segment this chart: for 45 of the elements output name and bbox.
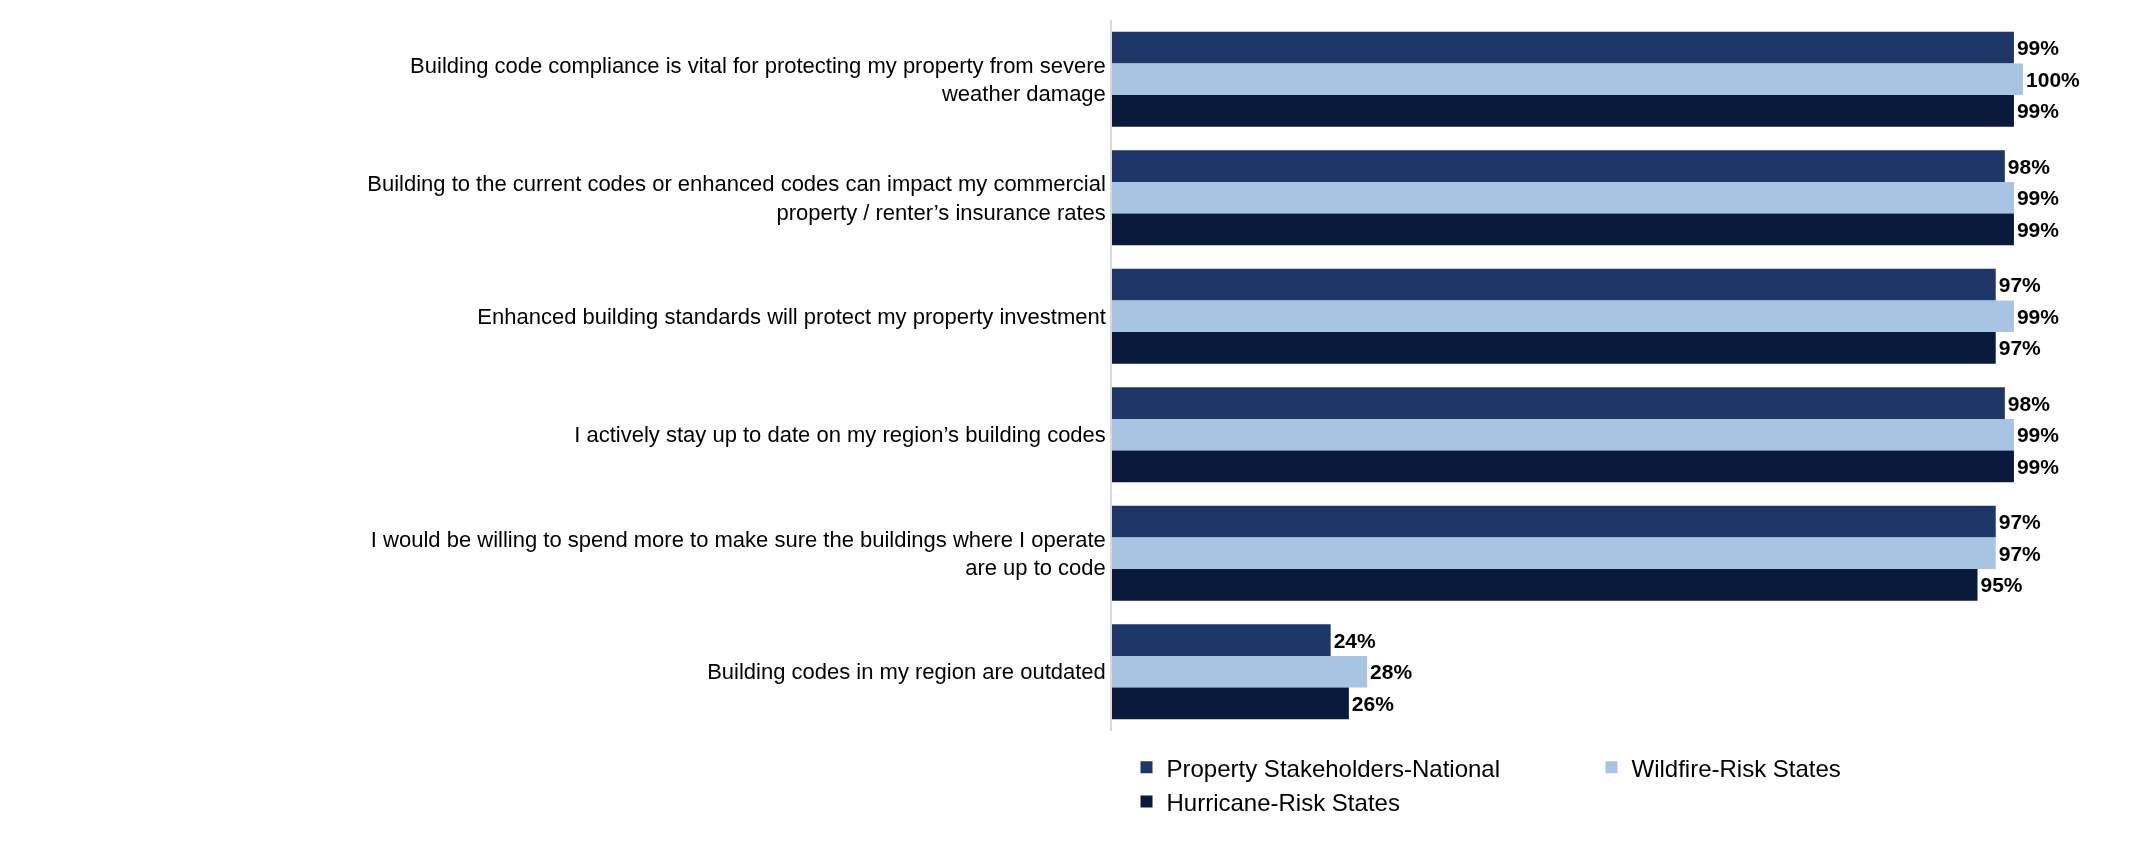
- data-label: 99%: [2016, 217, 2060, 241]
- bar: [1112, 213, 2014, 246]
- data-label: 97%: [1998, 336, 2042, 360]
- data-label: 99%: [2016, 304, 2060, 328]
- bar: [1112, 300, 2014, 333]
- bar: [1112, 537, 1996, 570]
- data-label: 98%: [2007, 154, 2051, 178]
- bar: [1112, 687, 1349, 720]
- bar: [1112, 569, 1978, 601]
- bar: [1112, 418, 2014, 451]
- data-label: 99%: [2016, 186, 2060, 210]
- data-label: 95%: [1980, 573, 2023, 597]
- bar: [1112, 268, 1996, 301]
- legend-label: Property Stakeholders-National: [1166, 754, 1501, 782]
- bar: [1112, 95, 2014, 127]
- bar: [1112, 31, 2014, 64]
- y-tick-label: Enhanced building standards will protect my property investment: [477, 303, 1106, 329]
- data-label: 98%: [2007, 391, 2051, 415]
- data-label: 97%: [1998, 273, 2042, 297]
- bar: [1112, 332, 1996, 364]
- data-label: 26%: [1351, 691, 1395, 715]
- bar: [1112, 505, 1996, 538]
- bar: [1112, 624, 1331, 656]
- bar: [1112, 450, 2014, 483]
- data-label: 100%: [2026, 67, 2081, 91]
- data-label: 99%: [2016, 99, 2060, 123]
- bar: [1112, 181, 2014, 214]
- data-label: 99%: [2016, 423, 2060, 447]
- bar: [1112, 387, 2005, 419]
- y-tick-label: I would be willing to spend more to make sure the buildings where I operate are up to code: [370, 526, 1106, 581]
- legend-label: Hurricane-Risk States: [1166, 788, 1400, 816]
- y-tick-label: I actively stay up to date on my region’s building codes: [574, 422, 1106, 448]
- y-tick-label: Building codes in my region are outdated: [707, 659, 1106, 685]
- data-label: 99%: [2016, 454, 2060, 478]
- bar: [1112, 655, 1368, 688]
- y-tick-label: Building code compliance is vital for protecting my property from severe weather damage: [410, 52, 1106, 107]
- data-label: 99%: [2016, 36, 2060, 60]
- data-label: 28%: [1370, 660, 1413, 684]
- bar: [1112, 150, 2005, 182]
- data-label: 24%: [1333, 628, 1377, 652]
- data-label: 97%: [1998, 541, 2042, 565]
- legend-label: Wildfire-Risk States: [1631, 754, 1841, 782]
- data-label: 97%: [1998, 510, 2042, 534]
- bar: [1112, 63, 2024, 96]
- y-tick-label: Building to the current codes or enhanced codes can impact my commercial property / renter’s insurance rates: [367, 171, 1106, 225]
